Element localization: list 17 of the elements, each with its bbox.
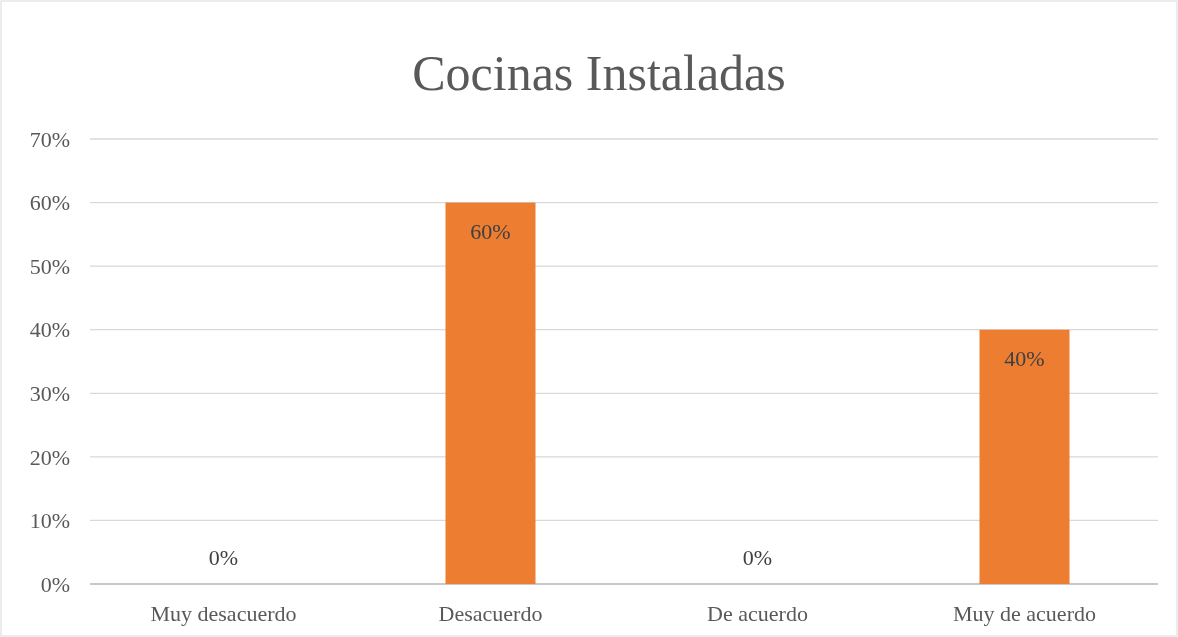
x-tick-label: Muy desacuerdo bbox=[150, 601, 297, 626]
y-tick-label: 20% bbox=[29, 444, 70, 470]
y-tick-label: 0% bbox=[40, 571, 70, 597]
y-tick-label: 40% bbox=[29, 317, 70, 343]
y-tick-label: 60% bbox=[29, 190, 70, 216]
y-tick-label: 30% bbox=[29, 380, 70, 406]
x-tick-label: De acuerdo bbox=[707, 601, 808, 626]
y-tick-label: 70% bbox=[29, 126, 70, 152]
data-label: 0% bbox=[208, 545, 239, 570]
data-label: 40% bbox=[1004, 345, 1045, 371]
y-tick-label: 10% bbox=[29, 508, 70, 534]
chart-title: Cocinas Instaladas bbox=[412, 45, 786, 101]
y-tick-label: 50% bbox=[29, 253, 70, 279]
x-tick-label: Muy de acuerdo bbox=[953, 601, 1096, 626]
data-label: 0% bbox=[742, 545, 773, 570]
data-label: 60% bbox=[470, 218, 511, 244]
x-tick-label: Desacuerdo bbox=[438, 601, 543, 626]
